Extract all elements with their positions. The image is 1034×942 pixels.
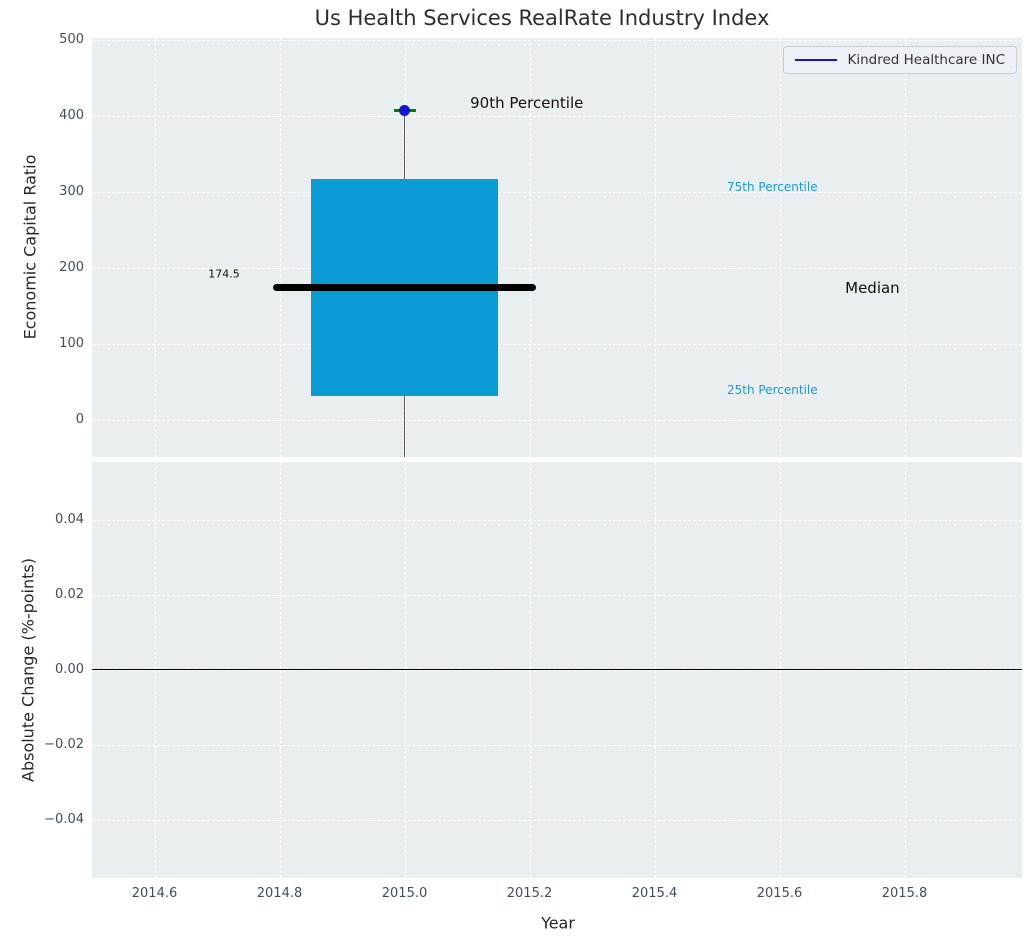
annotation-median-text: Median [845,278,900,297]
y-tick-label-top: 500 [59,32,84,48]
zero-line [92,669,1022,671]
y-tick-label-top: 300 [59,184,84,200]
gridline-h [92,595,1022,597]
x-tick-label: 2014.6 [131,886,178,901]
y-tick-label-top: 200 [59,260,84,276]
gridline-h [92,744,1022,746]
x-axis-label: Year [541,913,575,933]
annotation-p25-text: 25th Percentile [727,383,818,398]
gridline-v [154,38,156,457]
legend-line-sample [795,59,838,61]
legend-label: Kindred Healthcare INC [847,52,1005,68]
y-tick-label-bottom: −0.02 [44,736,84,752]
x-tick-label: 2015.4 [631,886,678,901]
gridline-h [92,819,1022,821]
y-tick-label-bottom: 0.04 [55,512,84,528]
gridline-v [279,38,281,457]
median-line [273,284,536,292]
gridline-h [92,40,1022,42]
gridline-v [529,38,531,457]
gridline-h [92,268,1022,270]
annotation-p90-text: 90th Percentile [470,93,584,112]
gridline-h [92,670,1022,671]
x-tick-label: 2014.8 [256,886,303,901]
chart-title: Us Health Services RealRate Industry Ind… [314,6,770,30]
x-tick-label: 2015.6 [756,886,803,901]
x-tick-label: 2015.0 [381,886,428,901]
gridline-h [92,344,1022,346]
gridline-v [779,38,781,457]
y-tick-label-top: 100 [59,336,84,352]
gridline-v [654,38,656,457]
p90-marker [399,104,410,116]
x-tick-label: 2015.2 [506,886,553,901]
annotation-median-value-text: 174.5 [208,267,240,281]
bottom-axes-plot-area [92,462,1022,878]
gridline-v [904,38,906,457]
annotation-p75-text: 75th Percentile [727,180,818,195]
y-tick-label-top: 0 [75,412,84,428]
gridline-h [92,192,1022,194]
gridline-h [92,520,1022,522]
top-axes-plot-area: Kindred Healthcare INC 90th Percentile 17… [92,38,1022,457]
gridline-h [92,420,1022,422]
x-tick-label: 2015.8 [881,886,928,901]
y-tick-label-bottom: 0.00 [55,662,84,677]
legend: Kindred Healthcare INC [783,46,1017,74]
y-tick-label-top: 400 [59,108,84,124]
y-tick-label-bottom: 0.02 [55,587,84,603]
y-axis-label-top: Economic Capital Ratio [20,154,40,340]
gridline-h [92,116,1022,118]
y-tick-label-bottom: −0.04 [44,811,84,827]
